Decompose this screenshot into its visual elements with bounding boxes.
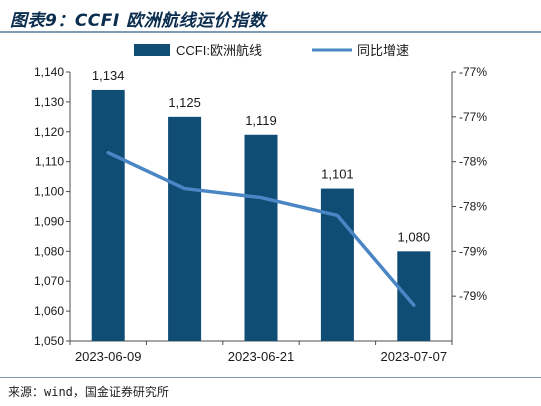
legend-bar-swatch	[134, 44, 170, 56]
left-y-tick-label: 1,100	[34, 185, 64, 199]
bar-ccfi-europe	[91, 89, 125, 341]
right-y-tick-label: -78%	[459, 200, 487, 214]
bar-ccfi-europe	[397, 251, 431, 341]
x-tick-label: 2023-06-09	[75, 349, 142, 364]
bar-data-label: 1,134	[92, 68, 125, 83]
left-y-tick-label: 1,130	[34, 95, 64, 109]
x-tick-label: 2023-07-07	[381, 349, 448, 364]
left-y-tick-label: 1,120	[34, 125, 64, 139]
left-y-tick-label: 1,080	[34, 244, 64, 258]
left-y-tick-label: 1,140	[34, 65, 64, 79]
figure-title: 图表9：CCFI 欧洲航线运价指数	[10, 11, 267, 31]
left-y-tick-label: 1,060	[34, 304, 64, 318]
bar-data-label: 1,119	[245, 113, 277, 128]
left-y-tick-label: 1,110	[35, 155, 64, 169]
right-y-tick-label: -79%	[459, 244, 487, 258]
ccfi-europe-chart: CCFI:欧洲航线 同比增速 1,134 1,125 1,119 1,101 1,080…	[34, 43, 487, 364]
left-y-tick-label: 1,050	[34, 334, 64, 348]
right-y-tick-label: -79%	[459, 289, 487, 303]
right-y-tick-label: -78%	[459, 155, 487, 169]
legend-bar-label: CCFI:欧洲航线	[176, 43, 262, 58]
bar-data-label: 1,125	[168, 95, 201, 110]
source-divider	[0, 377, 541, 378]
title-divider	[0, 31, 541, 33]
legend-line-label: 同比增速	[357, 43, 409, 58]
left-y-tick-label: 1,090	[34, 214, 64, 228]
right-y-tick-label: -77%	[459, 65, 487, 79]
source-note: 来源：wind，国金证券研究所	[8, 385, 169, 399]
x-tick-label: 2023-06-21	[228, 349, 295, 364]
left-y-tick-label: 1,070	[34, 274, 64, 288]
right-y-tick-label: -77%	[459, 110, 487, 124]
bar-data-label: 1,080	[398, 229, 431, 244]
chart-legend: CCFI:欧洲航线 同比增速	[134, 43, 409, 58]
bar-ccfi-europe	[244, 134, 278, 341]
bar-data-label: 1,101	[321, 167, 354, 182]
bar-ccfi-europe	[168, 116, 202, 341]
